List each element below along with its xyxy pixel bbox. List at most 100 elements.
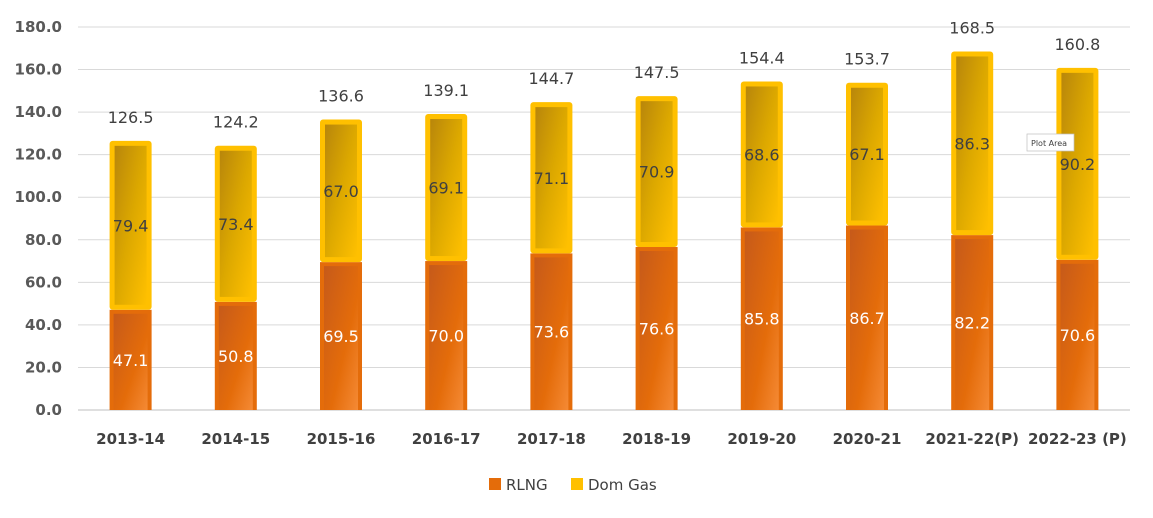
rlng-bar-inner bbox=[534, 257, 569, 410]
dom-gas-bar-2020-21 bbox=[846, 82, 888, 226]
y-tick-label: 140.0 bbox=[15, 103, 62, 121]
dom-gas-bar-2013-14 bbox=[109, 140, 152, 310]
rlng-value-label: 82.2 bbox=[954, 314, 990, 333]
rlng-bar-2015-16 bbox=[320, 262, 362, 410]
rlng-bar-inner bbox=[218, 305, 253, 410]
x-tick-label: 2013-14 bbox=[96, 430, 165, 448]
x-tick-label: 2014-15 bbox=[201, 430, 270, 448]
rlng-bar-2021-22(P) bbox=[951, 235, 994, 410]
dom-gas-value-label: 79.4 bbox=[113, 216, 149, 235]
dom-gas-bar-inner bbox=[851, 87, 883, 221]
x-tick-label: 2016-17 bbox=[412, 430, 481, 448]
rlng-value-label: 86.7 bbox=[849, 309, 885, 328]
y-axis-ticks: 0.0 20.0 40.0 60.0 80.0 100.0 120.0 140.0 160.0 1… bbox=[15, 18, 62, 419]
x-tick-label: 2017-18 bbox=[517, 430, 586, 448]
total-label: 139.1 bbox=[423, 81, 469, 100]
y-tick-label: 100.0 bbox=[15, 188, 62, 206]
rlng-bar-2019-20 bbox=[740, 227, 783, 410]
dom-gas-bar-2014-15 bbox=[214, 145, 257, 302]
dom-gas-bar-inner bbox=[430, 119, 463, 257]
dom-gas-bar-inner bbox=[956, 56, 989, 231]
tooltip-label: Plot Area bbox=[1031, 139, 1067, 148]
y-tick-label: 80.0 bbox=[25, 231, 62, 249]
y-tick-label: 120.0 bbox=[15, 146, 62, 164]
rlng-bar-2017-18 bbox=[530, 253, 573, 410]
legend-dom-gas-swatch bbox=[571, 478, 583, 490]
rlng-value-label: 85.8 bbox=[744, 310, 780, 329]
rlng-bar-inner bbox=[429, 265, 464, 410]
bars bbox=[109, 51, 1099, 410]
rlng-bar-2014-15 bbox=[214, 301, 257, 410]
rlng-value-label: 70.0 bbox=[428, 327, 464, 346]
rlng-bar-inner bbox=[744, 231, 779, 410]
total-label: 147.5 bbox=[634, 63, 680, 82]
x-tick-label: 2019-20 bbox=[727, 430, 796, 448]
dom-gas-bar-2019-20 bbox=[740, 81, 783, 228]
dom-gas-bar-inner bbox=[219, 150, 252, 297]
legend-rlng: RLNG bbox=[489, 476, 548, 494]
y-tick-label: 180.0 bbox=[15, 18, 62, 36]
legend-dom-gas-label: Dom Gas bbox=[588, 476, 657, 494]
total-label: 168.5 bbox=[949, 18, 995, 37]
rlng-bar-2018-19 bbox=[635, 247, 678, 410]
rlng-bar-inner bbox=[639, 251, 674, 410]
dom-gas-value-label: 69.1 bbox=[428, 179, 464, 198]
x-tick-label: 2018-19 bbox=[622, 430, 691, 448]
rlng-value-label: 73.6 bbox=[534, 323, 570, 342]
total-label: 124.2 bbox=[213, 113, 259, 132]
total-label: 160.8 bbox=[1054, 35, 1100, 54]
x-tick-label: 2020-21 bbox=[833, 430, 902, 448]
total-label: 154.4 bbox=[739, 48, 785, 67]
dom-gas-value-label: 73.4 bbox=[218, 215, 254, 234]
dom-gas-bar-inner bbox=[325, 124, 357, 258]
data-labels: 126.5 79.4 47.1 124.2 73.4 50.8 136.6 67.0 69.5 1… bbox=[108, 18, 1101, 369]
total-label: 126.5 bbox=[108, 108, 154, 127]
dom-gas-bar-2021-22(P) bbox=[951, 51, 994, 236]
dom-gas-value-label: 90.2 bbox=[1060, 155, 1096, 174]
dom-gas-value-label: 67.0 bbox=[323, 182, 359, 201]
rlng-bar-2016-17 bbox=[425, 261, 468, 410]
rlng-value-label: 47.1 bbox=[113, 351, 149, 370]
rlng-bar-inner bbox=[1060, 263, 1095, 410]
rlng-value-label: 76.6 bbox=[639, 320, 675, 339]
dom-gas-bar-2017-18 bbox=[530, 102, 573, 254]
rlng-bar-inner bbox=[850, 229, 884, 410]
dom-gas-value-label: 86.3 bbox=[954, 134, 990, 153]
rlng-bar-inner bbox=[324, 266, 358, 410]
rlng-bar-2013-14 bbox=[109, 309, 152, 410]
y-tick-label: 60.0 bbox=[25, 273, 62, 291]
x-axis-ticks: 2013-14 2014-15 2015-16 2016-17 2017-18 2018-… bbox=[96, 430, 1127, 448]
legend: RLNG Dom Gas bbox=[489, 476, 657, 494]
legend-rlng-label: RLNG bbox=[506, 476, 548, 494]
dom-gas-value-label: 67.1 bbox=[849, 145, 885, 164]
dom-gas-bar-inner bbox=[535, 107, 568, 249]
dom-gas-value-label: 70.9 bbox=[639, 163, 675, 182]
dom-gas-bar-2018-19 bbox=[635, 96, 678, 248]
dom-gas-bar-inner bbox=[745, 86, 778, 223]
dom-gas-bar-inner bbox=[1061, 72, 1094, 255]
x-tick-label: 2022-23 (P) bbox=[1028, 430, 1127, 448]
dom-gas-bar-inner bbox=[640, 101, 673, 243]
dom-gas-value-label: 71.1 bbox=[534, 169, 570, 188]
y-tick-label: 40.0 bbox=[25, 316, 62, 334]
total-label: 136.6 bbox=[318, 87, 364, 106]
dom-gas-bar-2022-23 (P) bbox=[1056, 67, 1099, 260]
tooltip-box bbox=[1026, 133, 1075, 152]
dom-gas-bar-inner bbox=[114, 145, 147, 305]
y-tick-label: 20.0 bbox=[25, 358, 62, 376]
rlng-bar-2022-23 (P) bbox=[1056, 259, 1099, 410]
y-tick-label: 160.0 bbox=[15, 61, 62, 79]
rlng-bar-inner bbox=[955, 239, 990, 410]
y-tick-label: 0.0 bbox=[35, 401, 62, 419]
x-tick-label: 2015-16 bbox=[307, 430, 376, 448]
legend-rlng-swatch bbox=[489, 478, 501, 490]
dom-gas-bar-2015-16 bbox=[320, 119, 362, 263]
plot-area-tooltip: Plot Area bbox=[1026, 133, 1075, 152]
rlng-bar-2020-21 bbox=[846, 225, 888, 410]
rlng-value-label: 69.5 bbox=[323, 327, 359, 346]
legend-dom-gas: Dom Gas bbox=[571, 476, 657, 494]
x-tick-label: 2021-22(P) bbox=[925, 430, 1019, 448]
rlng-value-label: 70.6 bbox=[1060, 326, 1096, 345]
